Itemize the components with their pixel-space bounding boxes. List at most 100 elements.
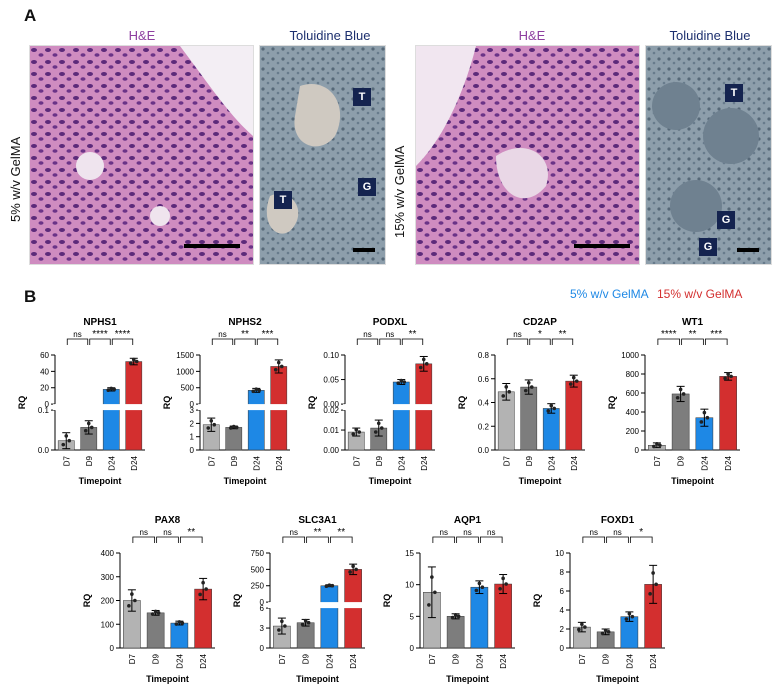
significance-bracket	[256, 338, 279, 345]
x-tick-label: D7	[128, 653, 137, 664]
data-point	[273, 367, 278, 372]
data-point	[204, 587, 208, 591]
tubule-marker: T	[353, 88, 371, 106]
bar	[671, 393, 690, 451]
y-axis-label: RQ	[162, 396, 172, 410]
significance-bracket	[111, 338, 134, 345]
y-tick-label: 200	[101, 597, 115, 606]
data-point	[130, 592, 134, 596]
data-point	[418, 365, 423, 370]
data-point	[201, 580, 205, 585]
data-point	[498, 586, 502, 591]
data-point	[206, 426, 211, 430]
chart-title: NPHS2	[228, 317, 262, 328]
significance-label: **	[559, 329, 567, 340]
bar	[520, 386, 538, 451]
x-tick-label: D24	[475, 653, 484, 668]
significance-label: ns	[487, 528, 495, 537]
data-point	[351, 564, 355, 569]
y-axis-label: RQ	[457, 396, 467, 410]
data-point	[306, 620, 311, 625]
y-axis-label: RQ	[307, 396, 317, 410]
significance-label: **	[409, 329, 417, 340]
data-point	[523, 388, 528, 393]
x-tick-label: D9	[677, 455, 686, 466]
data-point	[86, 421, 91, 426]
x-axis-label: Timepoint	[369, 476, 412, 486]
data-point	[351, 432, 356, 436]
data-point	[574, 379, 579, 383]
significance-label: ****	[661, 329, 677, 340]
y-tick-label: 100	[101, 620, 115, 629]
data-point	[64, 434, 69, 438]
x-tick-label: D9	[375, 455, 384, 466]
y-tick-label: 500	[251, 565, 265, 574]
significance-bracket	[704, 338, 728, 345]
significance-label: ns	[590, 528, 598, 537]
data-point	[376, 421, 381, 426]
y-axis-label: RQ	[232, 594, 242, 608]
y-tick-label: 0.00	[323, 446, 339, 455]
data-point	[67, 438, 72, 443]
x-tick-label: D24	[107, 455, 116, 470]
significance-label: *	[639, 527, 643, 538]
data-point	[424, 362, 429, 366]
data-point	[583, 625, 587, 629]
y-tick-label: 0.00	[323, 400, 339, 409]
x-tick-label: D24	[175, 653, 184, 668]
data-point	[277, 628, 281, 632]
y-tick-label: 8	[560, 568, 565, 577]
y-tick-label: 3	[190, 406, 195, 415]
y-tick-label: 0.10	[323, 351, 339, 360]
data-point	[552, 406, 557, 411]
data-point	[128, 361, 133, 365]
data-point	[354, 567, 358, 572]
x-tick-label: D7	[502, 455, 511, 466]
data-point	[330, 583, 335, 588]
axis-break	[53, 404, 145, 411]
data-point	[231, 424, 236, 429]
significance-label: ***	[710, 329, 722, 340]
significance-label: **	[337, 527, 345, 538]
data-point	[474, 588, 479, 593]
bar	[446, 616, 465, 649]
data-point	[450, 615, 455, 620]
data-point	[212, 422, 217, 427]
y-tick-label: 750	[251, 549, 265, 558]
data-point	[300, 622, 305, 627]
significance-label: ns	[163, 528, 171, 537]
data-point	[648, 592, 652, 596]
bar	[170, 622, 189, 649]
y-axis-label: RQ	[17, 396, 27, 410]
data-point	[624, 617, 629, 621]
panel-b-letter: B	[24, 287, 37, 306]
significance-bracket	[506, 338, 529, 345]
y-tick-label: 0.4	[478, 399, 490, 408]
significance-bracket	[282, 536, 306, 543]
y-tick-label: 0.05	[323, 376, 339, 385]
data-point	[209, 418, 214, 423]
data-point	[373, 430, 378, 434]
y-tick-label: 6	[260, 604, 265, 613]
chart-title: AQP1	[454, 515, 482, 526]
data-point	[396, 381, 401, 386]
scale-bar	[353, 248, 375, 252]
he-micrograph-15pct	[415, 45, 640, 265]
x-tick-label: D7	[578, 653, 587, 664]
data-point	[131, 357, 136, 362]
data-point	[433, 590, 437, 595]
y-tick-label: 1500	[176, 351, 194, 360]
chart-title: FOXD1	[601, 515, 635, 526]
x-tick-label: D7	[428, 653, 437, 664]
data-point	[504, 582, 508, 586]
data-point	[127, 604, 131, 608]
y-tick-label: 0	[260, 598, 265, 607]
bar	[344, 569, 362, 649]
data-point	[324, 584, 329, 589]
bar	[146, 612, 165, 649]
data-point	[198, 592, 202, 597]
significance-label: ns	[513, 330, 521, 339]
glomerulus-marker: G	[358, 178, 376, 196]
y-tick-label: 0	[110, 644, 115, 653]
x-tick-label: D9	[302, 653, 311, 664]
